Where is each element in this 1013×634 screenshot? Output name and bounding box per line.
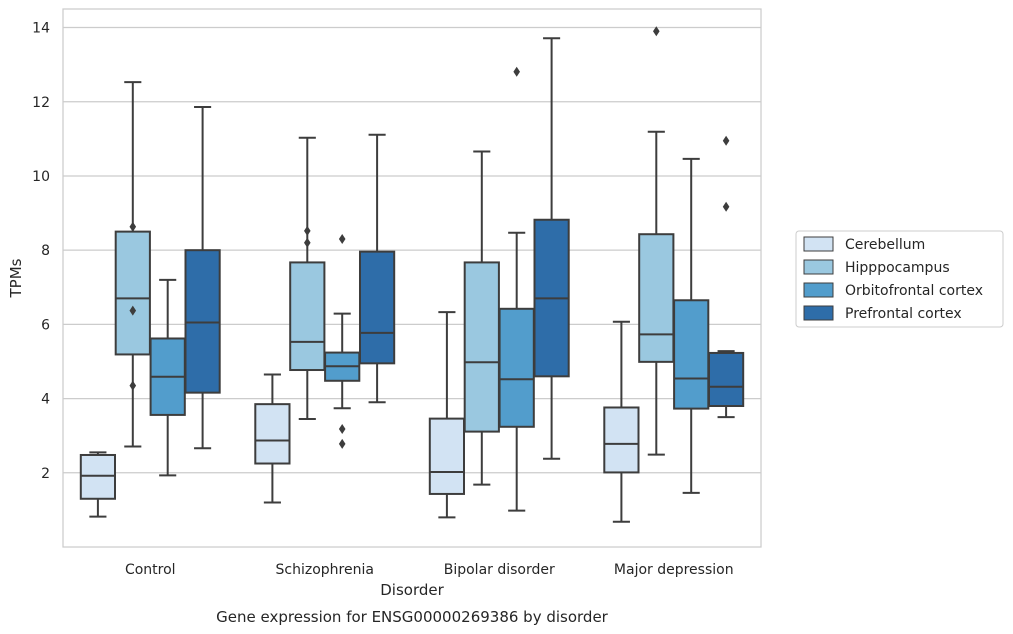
box-iqr [638,233,675,363]
x-tick-label: Schizophrenia [276,562,374,578]
y-tick-labels: 2 4 6 8 10 12 14 [32,21,50,482]
outlier-marker [129,221,137,232]
box-group [673,157,710,494]
chart-caption: Gene expression for ENSG00000269386 by d… [216,608,609,626]
box-group [149,278,186,477]
box-group [324,234,361,449]
outlier-marker [722,135,730,146]
box-group [428,311,466,519]
y-tick-label: 4 [41,392,50,408]
box-group [463,150,500,486]
legend-label: Hipppocampus [845,260,950,276]
outlier-marker [129,305,137,316]
legend-swatch [803,259,834,275]
y-tick-label: 2 [41,466,50,482]
box-group [533,37,570,460]
y-tick-label: 6 [41,317,50,333]
legend-label: Prefrontal cortex [845,306,962,322]
outlier-marker [129,380,137,391]
outlier-marker [304,225,311,236]
box-iqr [184,249,221,394]
x-tick-label: Bipolar disorder [444,562,555,578]
y-tick-label: 12 [32,95,50,111]
box-group [707,135,745,419]
box-iqr [707,351,745,408]
box-iqr [603,406,640,474]
outlier-marker [338,234,346,245]
legend: Cerebellum Hipppocampus Orbitofrontal cort… [795,230,1004,328]
box-iqr [254,403,291,465]
x-tick-label: Major depression [614,562,734,578]
box-group [638,26,675,456]
box-group [254,373,291,504]
legend-swatch [803,305,834,321]
x-tick-labels: Control Schizophrenia Bipolar disorder Majo… [125,562,734,578]
y-tick-label: 14 [32,21,50,37]
outlier-marker [722,201,730,212]
box-iqr [289,261,326,372]
x-tick-label: Control [125,562,176,578]
box-group [498,66,535,512]
box-group [114,81,151,448]
box-iqr [358,250,396,365]
outlier-marker [653,26,660,37]
legend-swatch [803,236,834,252]
outlier-marker [304,237,311,248]
plot-area-frame [62,8,762,548]
y-tick-label: 8 [41,243,50,259]
legend-frame [795,230,1004,328]
outlier-marker [513,66,520,77]
outlier-marker [338,438,346,449]
x-axis-label: Disorder [380,581,444,599]
box-series [79,26,745,523]
box-iqr [79,453,117,500]
y-axis-label: TPMs [7,258,25,298]
legend-swatch [803,282,834,298]
legend-label: Orbitofrontal cortex [845,283,983,299]
box-iqr [498,307,535,428]
box-group [289,136,326,420]
box-iqr [463,261,500,433]
box-iqr [114,230,151,356]
box-group [184,105,221,450]
y-tick-label: 10 [32,169,50,185]
legend-label: Cerebellum [845,237,925,253]
box-iqr [673,299,710,410]
outlier-marker [338,424,346,435]
box-group [603,320,640,523]
box-iqr [428,417,466,495]
box-group [358,133,396,404]
box-group [79,451,117,518]
